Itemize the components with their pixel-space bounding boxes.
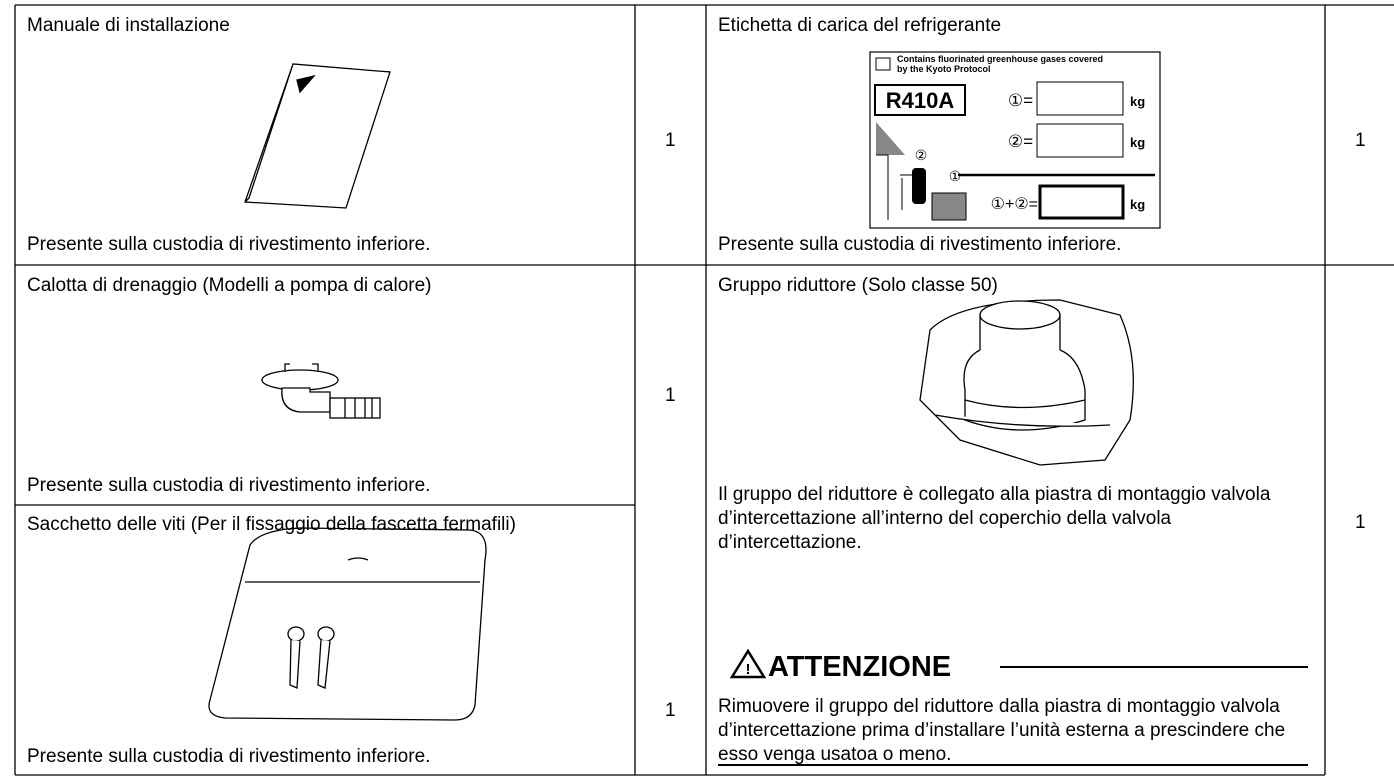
label-header: Contains fluorinated greenhouse gases co… — [897, 54, 1103, 64]
table-grid — [14, 4, 1394, 776]
item-note: Presente sulla custodia di rivestimento … — [27, 234, 431, 255]
caution-title: ATTENZIONE — [768, 651, 951, 683]
refrigerant-label: Contains fluorinated greenhouse gases co… — [869, 51, 1161, 229]
quantity: 1 — [1355, 512, 1366, 533]
unit: kg — [1130, 135, 1145, 150]
quantity: 1 — [665, 700, 676, 721]
item-title: Gruppo riduttore (Solo classe 50) — [718, 275, 998, 296]
charge-label: ①+②= — [991, 196, 1038, 213]
reducer-icon — [919, 299, 1134, 466]
quantity: 1 — [665, 385, 676, 406]
item-note: Presente sulla custodia di rivestimento … — [718, 234, 1122, 255]
item-title: Sacchetto delle viti (Per il fissaggio d… — [27, 514, 516, 535]
quantity: 1 — [1355, 130, 1366, 151]
item-title: Manuale di installazione — [27, 15, 230, 36]
drain-cap-icon — [261, 363, 381, 419]
item-note: Presente sulla custodia di rivestimento … — [27, 746, 431, 767]
unit: kg — [1130, 94, 1145, 109]
item-title: Calotta di drenaggio (Modelli a pompa di… — [27, 275, 432, 296]
screw-bag-icon — [208, 527, 487, 721]
refrigerant-name: R410A — [886, 88, 955, 113]
svg-text:!: ! — [746, 661, 751, 678]
manual-icon — [244, 63, 391, 209]
circled-mark: ② — [915, 147, 928, 163]
quantity: 1 — [665, 130, 676, 151]
item-note: Presente sulla custodia di rivestimento … — [27, 475, 431, 496]
charge-label: ①= — [1008, 91, 1033, 110]
charge-label: ②= — [1008, 132, 1033, 151]
unit: kg — [1130, 197, 1145, 212]
circled-mark: ① — [949, 168, 962, 184]
item-note: Il gruppo del riduttore è collegato alla… — [718, 484, 1271, 553]
caution-text: Rimuovere il gruppo del riduttore dalla … — [718, 696, 1286, 765]
label-header: by the Kyoto Protocol — [897, 64, 991, 74]
caution-heading: ! ATTENZIONE — [718, 648, 1308, 766]
item-title: Etichetta di carica del refrigerante — [718, 15, 1002, 36]
